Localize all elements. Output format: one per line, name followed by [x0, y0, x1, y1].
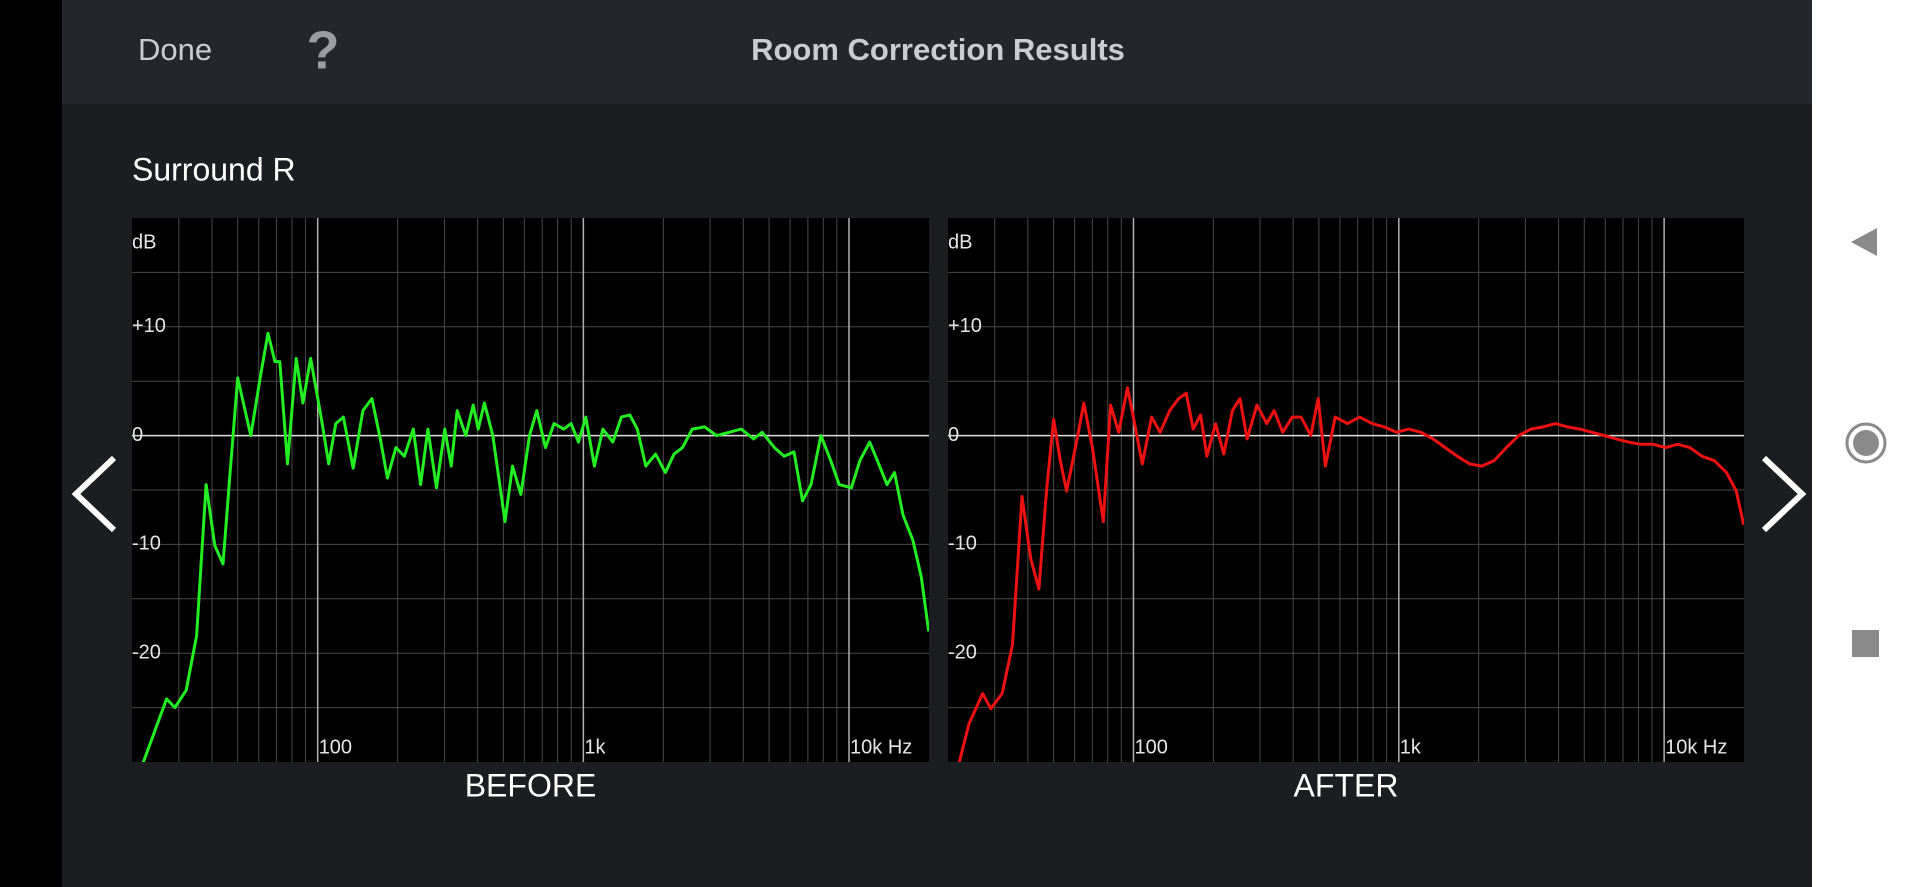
- done-button[interactable]: Done: [138, 32, 212, 67]
- y-tick-label: -10: [948, 533, 977, 555]
- x-tick-label: 100: [319, 736, 352, 758]
- nav-home[interactable]: [1845, 422, 1887, 464]
- left-strip: [0, 0, 62, 887]
- y-tick-label: -20: [132, 641, 161, 663]
- response-line: [141, 331, 929, 762]
- channel-name: Surround R: [132, 151, 296, 187]
- prev-arrow[interactable]: [71, 455, 117, 533]
- y-tick-label: -10: [132, 533, 161, 555]
- response-line: [957, 386, 1744, 762]
- response-chart: +10 0 -10 -20 100 1k 10k Hz dB BEFORE: [132, 218, 929, 803]
- charts: +10 0 -10 -20 100 1k 10k Hz dB BEFORE +10 0 -10 -20 1…: [132, 218, 1744, 803]
- x-tick-label: 100: [1134, 736, 1167, 758]
- x-tick-label: 1k: [584, 736, 606, 758]
- y-tick-label: +10: [948, 315, 982, 337]
- x-tick-label: 1k: [1400, 736, 1422, 758]
- chart-caption: AFTER: [1294, 767, 1399, 803]
- nav-home-dot: [1853, 430, 1879, 456]
- y-axis-label: dB: [948, 231, 972, 253]
- next-arrow[interactable]: [1761, 455, 1807, 533]
- y-tick-label: 0: [132, 424, 143, 446]
- y-axis-label: dB: [132, 231, 156, 253]
- nav-recent[interactable]: [1852, 630, 1879, 657]
- nav-home-ring: [1845, 422, 1887, 464]
- response-chart: +10 0 -10 -20 100 1k 10k Hz dB AFTER: [948, 218, 1744, 803]
- y-tick-label: -20: [948, 641, 977, 663]
- chart-caption: BEFORE: [465, 767, 597, 803]
- nav-back[interactable]: [1851, 228, 1877, 256]
- y-tick-label: +10: [132, 315, 166, 337]
- screen-title: Room Correction Results: [751, 32, 1125, 67]
- header-bar: [62, 0, 1812, 104]
- x-tick-label: 10k Hz: [850, 736, 912, 758]
- help-button[interactable]: ?: [307, 20, 340, 80]
- y-tick-label: 0: [948, 424, 959, 446]
- x-tick-label: 10k Hz: [1665, 736, 1727, 758]
